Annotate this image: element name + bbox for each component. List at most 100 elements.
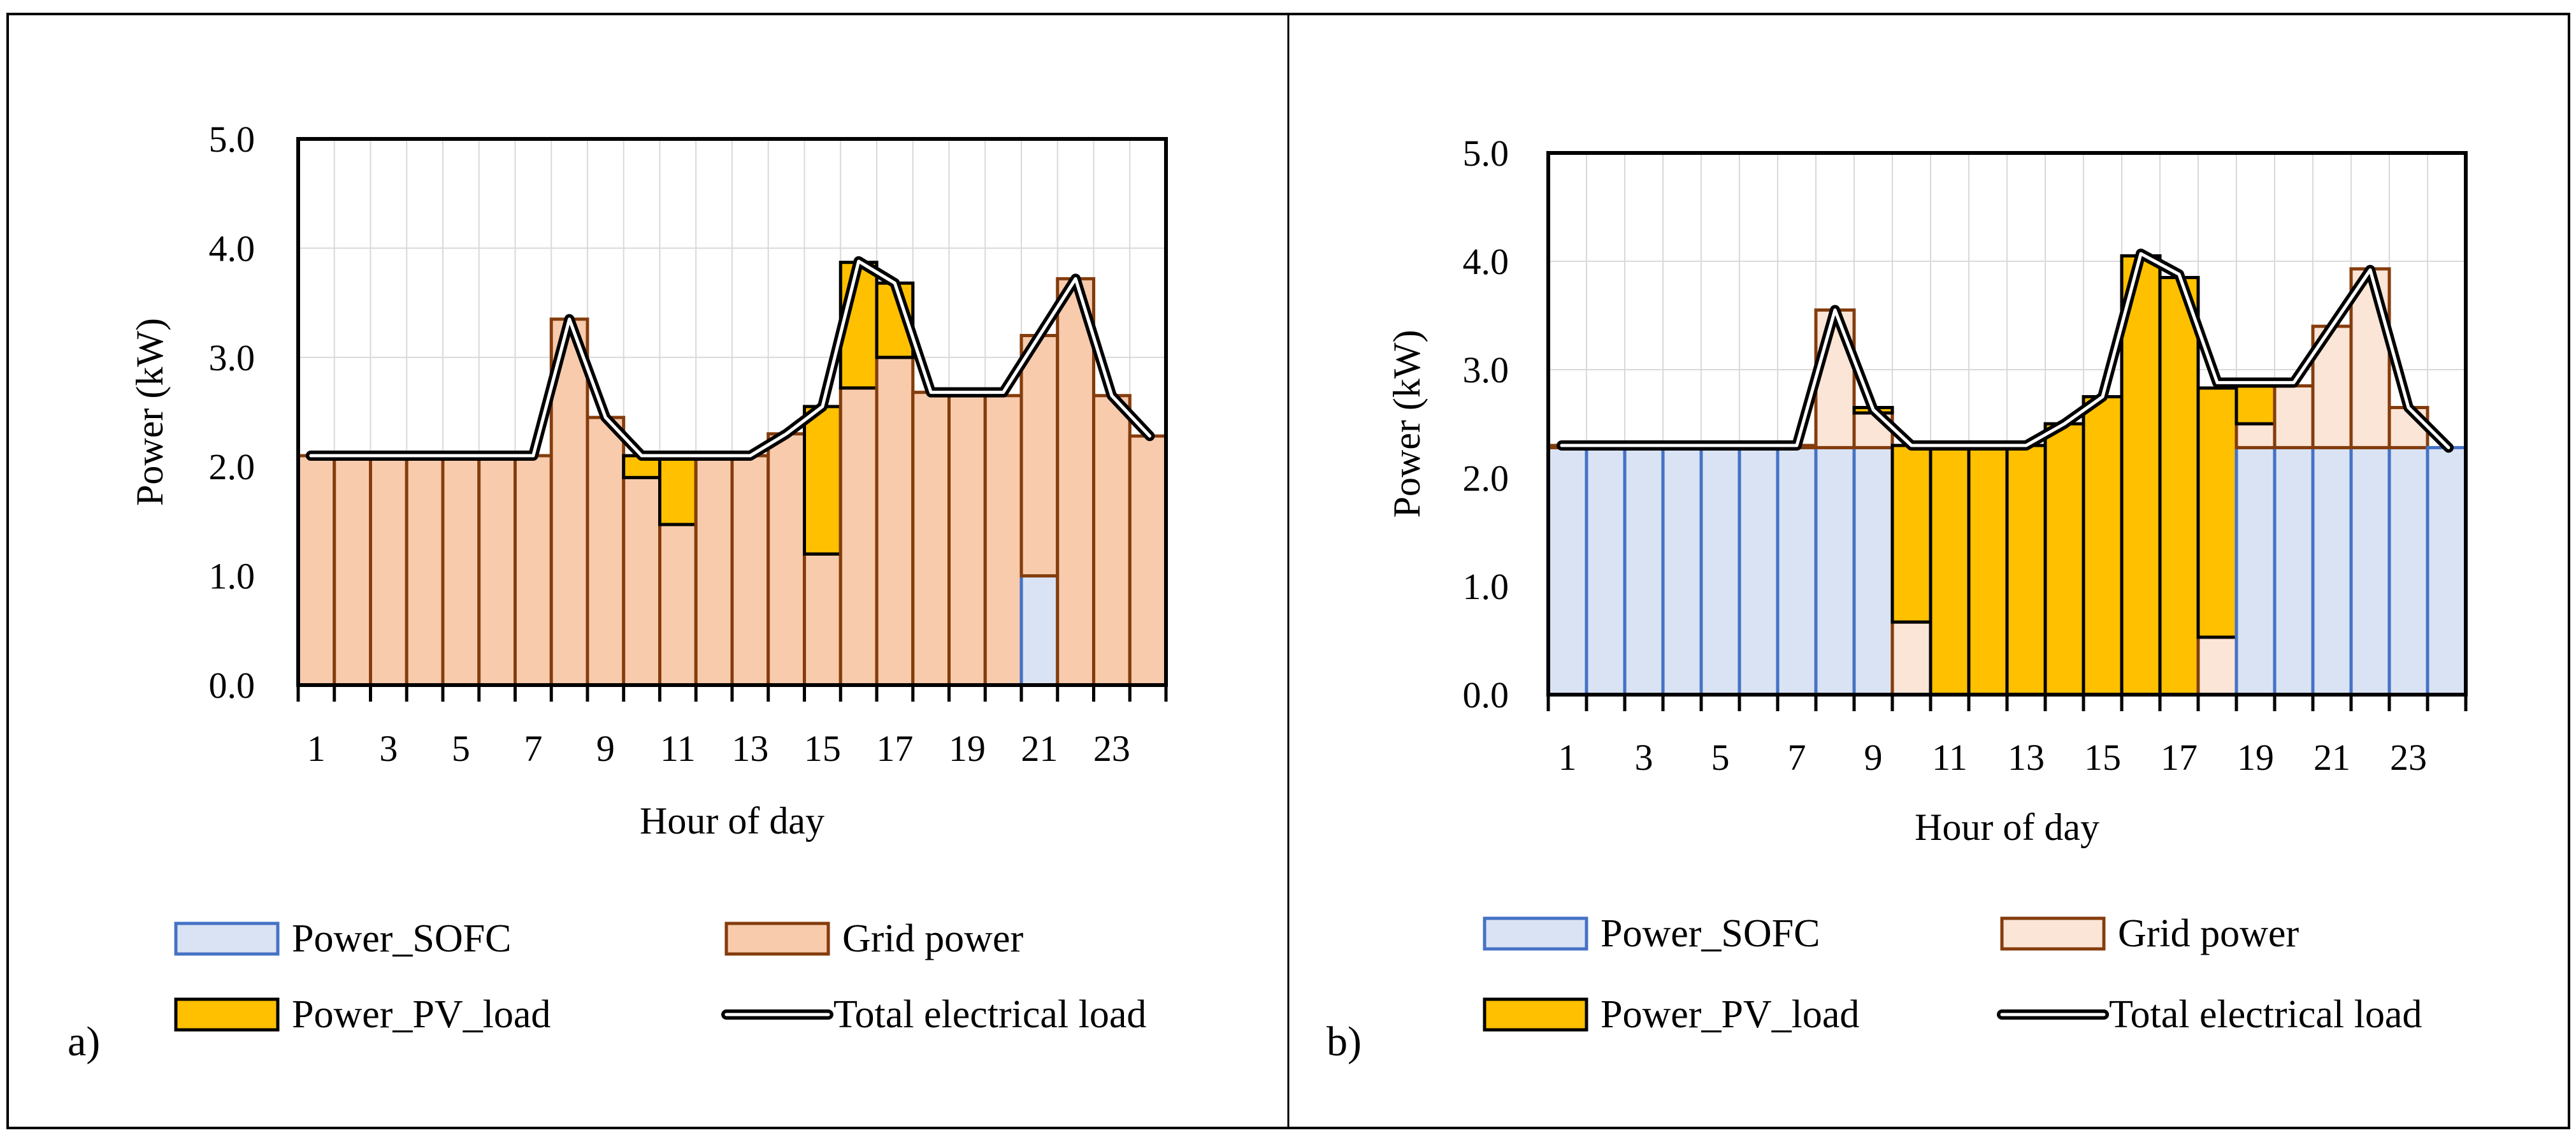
panel-b-x-tick-label: 1 [1558,737,1577,778]
panel-b-bar-grid-power-hour-19 [2234,422,2277,449]
panel-a-bar-grid-power-hour-5 [441,454,481,687]
panel-a-x-axis-title: Hour of day [640,800,824,842]
panel-a-x-ticks: 1 3 5 7 9 11 13 15 17 19 21 23 [296,685,1168,769]
panel-a-bar-grid-power-hour-16 [838,386,879,687]
panel-b-legend-label: Grid power [2118,912,2299,955]
panel-a-x-tick-label: 11 [660,728,696,769]
panel-b-bar-power-pv-load-hour-18 [2196,386,2238,639]
panel-b-x-tick-label: 17 [2161,737,2198,778]
panel-a-bar-power-sofc-hour-21 [1019,574,1060,687]
panel-a-bar-grid-power-hour-23 [1092,394,1132,687]
panel-a-bar-grid-power-hour-15 [803,552,842,687]
panel-a-bar-grid-power-hour-18 [911,391,951,687]
panel-b-bar-power-sofc-hour-5 [1699,445,1741,697]
panel-b-bar-power-pv-load-hour-12 [1967,444,2009,697]
panel-a-label: a) [68,1018,100,1065]
panel-b-bar-power-pv-load-hour-17 [2158,276,2200,697]
panel-a-x-tick-label: 5 [452,728,470,769]
panel-a-bar-grid-power-hour-7 [514,454,553,687]
panel-a-x-tick-label: 17 [876,728,913,769]
panel-b-bar-power-sofc-hour-20 [2273,445,2315,697]
panel-b-x-tick-label: 3 [1635,737,1653,778]
panel-a-bar-grid-power-hour-12 [694,454,734,687]
panel-a-legend-label: Power_SOFC [292,917,512,960]
panel-a-y-tick-label: 1.0 [209,556,255,597]
panel-b-bar-power-sofc-hour-1 [1546,445,1588,697]
panel-b-bar-power-pv-load-hour-13 [2005,444,2047,697]
panel-a-legend: Power_SOFC Grid power Power_PV_load Total e… [174,917,1146,1036]
panel-b-bars [1546,254,2468,697]
panel-a-bar-grid-power-hour-20 [983,394,1023,687]
panel-a-bar-grid-power-hour-1 [296,454,336,687]
panel-b-y-tick-label: 3.0 [1463,349,1509,391]
panel-b-bar-power-sofc-hour-19 [2234,445,2277,697]
panel-a-legend-label: Total electrical load [833,993,1146,1036]
panel-b-bar-power-sofc-hour-23 [2387,445,2429,697]
panel-a-bar-grid-power-hour-21 [1019,334,1060,578]
panel-b-x-tick-label: 5 [1711,737,1730,778]
panel-b-bar-power-sofc-hour-2 [1585,445,1627,697]
panel-a-y-tick-label: 2.0 [209,446,255,488]
panel-a-y-tick-label: 5.0 [209,119,255,160]
panel-b: 0.01.02.03.04.05.0 1 3 5 7 9 11 13 15 17 19 21 23 P… [1327,133,2468,1065]
panel-a-bar-grid-power-hour-19 [947,394,987,687]
panel-b-bar-power-sofc-hour-6 [1738,445,1780,697]
panel-a-total-load-line-inner [309,259,1151,458]
panel-b-legend-swatch-grid-power [2000,916,2106,951]
panel-a-y-tick-label: 0.0 [209,665,255,706]
panel-b-x-tick-label: 21 [2313,737,2350,778]
panel-a-bars [296,261,1168,687]
panel-b-x-tick-label: 11 [1932,737,1968,778]
panel-a-bar-grid-power-hour-2 [333,454,372,687]
panel-a-bar-grid-power-hour-14 [766,432,806,687]
panel-b-x-tick-label: 19 [2237,737,2274,778]
panel-b-total-load-line-inner [1560,252,2450,449]
panel-a-y-tick-label: 3.0 [209,337,255,379]
panel-a-bar-grid-power-hour-10 [622,475,661,687]
panel-a-bar-grid-power-hour-17 [875,356,915,687]
panel-a-bar-power-pv-load-hour-11 [658,454,698,526]
panel-a-x-tick-label: 9 [596,728,615,769]
panel-b-legend-swatch-power-pv-load [1483,997,1588,1032]
panel-b-x-tick-label: 9 [1864,737,1883,778]
panel-b-legend-label: Power_SOFC [1601,912,1820,955]
panel-b-bar-grid-power-hour-10 [1890,620,1932,697]
panel-b-y-tick-label: 2.0 [1463,458,1509,499]
panel-a-x-tick-label: 19 [949,728,986,769]
panel-a-y-ticks: 0.0 1.0 2.0 3.0 4.0 5.0 [209,119,255,706]
panel-b-bar-power-sofc-hour-21 [2311,445,2353,697]
panel-b-y-axis-title: Power (kW) [1386,330,1428,518]
panel-b-x-tick-label: 15 [2084,737,2121,778]
panel-b-bar-grid-power-hour-20 [2273,384,2315,449]
panel-b-x-tick-label: 13 [2008,737,2045,778]
panel-b-bar-grid-power-hour-8 [1814,308,1856,449]
panel-b-bar-power-sofc-hour-9 [1852,445,1894,697]
panel-a-bar-grid-power-hour-24 [1128,434,1168,687]
panel-b-bar-power-pv-load-hour-19 [2234,384,2277,426]
panel-a-legend-swatch-grid-power [724,922,830,956]
panel-a-legend-swatch-power-pv-load [174,997,280,1032]
panel-a-bar-grid-power-hour-9 [586,416,626,687]
panel-b-x-ticks: 1 3 5 7 9 11 13 15 17 19 21 23 [1546,695,2468,778]
panel-a-x-tick-label: 21 [1021,728,1058,769]
panel-a-legend-label: Grid power [842,917,1023,960]
panel-b-legend: Power_SOFC Grid power Power_PV_load Total e… [1483,912,2422,1036]
panel-b-bar-power-sofc-hour-4 [1661,445,1703,697]
panel-b-legend-label: Total electrical load [2109,993,2422,1036]
panel-b-bar-grid-power-hour-18 [2196,635,2238,697]
panel-a-x-tick-label: 7 [524,728,542,769]
panel-b-bar-power-pv-load-hour-15 [2082,395,2124,697]
panel-b-x-axis-title: Hour of day [1915,806,2099,848]
panel-a-bar-grid-power-hour-6 [477,454,517,687]
panel-b-bar-power-pv-load-hour-14 [2043,422,2085,697]
panel-a-x-tick-label: 23 [1093,728,1130,769]
panel-a-bar-grid-power-hour-13 [730,454,770,687]
panel-b-x-tick-label: 23 [2390,737,2427,778]
panel-b-bar-power-sofc-hour-3 [1623,445,1665,697]
panel-a-bar-grid-power-hour-11 [658,523,698,687]
panel-a-bar-grid-power-hour-4 [405,454,445,687]
panel-b-bar-power-pv-load-hour-10 [1890,444,1932,624]
panel-a-x-tick-label: 15 [804,728,841,769]
panel-b-bar-power-sofc-hour-24 [2426,445,2468,697]
